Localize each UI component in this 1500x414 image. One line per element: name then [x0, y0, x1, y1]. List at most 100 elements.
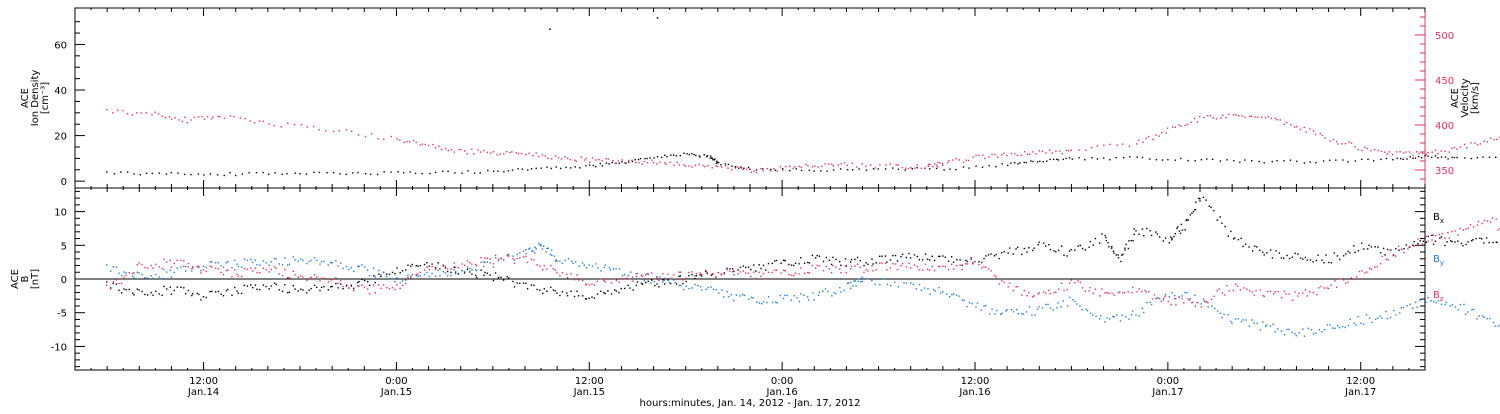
b-Bz-point [1061, 282, 1063, 284]
velocity-point [1010, 152, 1013, 155]
b-Bz-point [1221, 292, 1224, 294]
b-Bx-point [330, 286, 332, 288]
b-By-point [1028, 306, 1031, 308]
b-By-point [434, 275, 437, 277]
velocity-point [988, 156, 990, 158]
b-Bx-point [816, 254, 818, 257]
b-Bz-point [442, 264, 444, 266]
velocity-point [258, 120, 261, 122]
x-tick-time: 12:00 [1346, 376, 1375, 387]
velocity-point [715, 165, 717, 167]
b-By-point [784, 294, 786, 297]
velocity-point [217, 115, 219, 117]
b-Bz-point [471, 263, 473, 265]
b-By-point [497, 260, 500, 262]
b-Bx-point [363, 279, 366, 282]
b-By-point [1025, 311, 1028, 313]
b-By-point [335, 260, 337, 262]
b-Bz-point [463, 264, 466, 266]
b-Bx-point [632, 289, 634, 291]
ion-density-point [326, 172, 328, 174]
ion-density-point [1141, 156, 1144, 159]
b-Bz-point [900, 265, 902, 267]
velocity-point [1456, 148, 1458, 150]
velocity-point [843, 162, 846, 164]
b-Bz-point [270, 268, 272, 271]
b-Bz-point [839, 268, 841, 270]
ion-density-point [679, 154, 681, 157]
b-Bz-point [745, 272, 747, 274]
b-Bx-point [832, 256, 834, 259]
b-By-point [161, 277, 163, 280]
ion-density-point [1380, 158, 1382, 161]
b-Bx-point [1280, 257, 1283, 259]
ion-density-point [1447, 158, 1449, 160]
velocity-point [721, 166, 723, 168]
x-tick-time: 0:00 [1157, 376, 1179, 387]
velocity-point [421, 143, 423, 145]
b-Bx-point [1037, 244, 1039, 246]
b-By-point [141, 273, 143, 276]
b-By-point [484, 261, 486, 264]
ion-density-point [294, 172, 296, 174]
b-Bz-point [361, 284, 363, 286]
b-Bx-point [378, 273, 380, 275]
b-Bx-point [726, 267, 728, 270]
ion-density-point [718, 161, 720, 164]
b-Bx-point [585, 298, 588, 300]
b-Bz-point [784, 270, 786, 272]
ion-density-point [618, 162, 620, 164]
b-By-point [571, 260, 573, 262]
ion-density-point [688, 153, 690, 156]
b-Bx-point [350, 284, 352, 286]
b-Bx-point [133, 294, 135, 296]
x-tick-time: 0:00 [385, 376, 407, 387]
top-left-tick-label: 40 [54, 86, 67, 97]
b-Bx-point [901, 253, 904, 256]
velocity-point [223, 117, 226, 119]
b-Bx-point [641, 283, 644, 285]
b-By-point [721, 289, 723, 291]
velocity-point [1296, 125, 1298, 128]
b-By-point [256, 263, 258, 266]
b-Bx-point [426, 262, 428, 264]
velocity-point [924, 167, 926, 169]
ion-density-point [673, 154, 675, 156]
b-Bx-point [765, 269, 767, 271]
b-Bx-point [287, 291, 289, 294]
b-Bz-point [1274, 291, 1276, 293]
velocity-point [1038, 150, 1040, 152]
ion-density-point [229, 172, 231, 174]
b-Bz-point [720, 274, 722, 276]
velocity-point [716, 165, 719, 168]
b-Bz-point [1232, 289, 1235, 292]
b-By-point [217, 261, 220, 264]
b-Bx-point [1202, 196, 1205, 198]
b-Bz-point [863, 271, 865, 273]
velocity-point [1068, 150, 1070, 152]
velocity-point [916, 164, 918, 166]
b-By-point [1277, 328, 1279, 330]
b-Bx-point [1042, 242, 1045, 244]
velocity-point [769, 170, 771, 172]
ion-density-point [904, 169, 906, 171]
ion-density-point [621, 161, 623, 163]
b-Bz-point [136, 264, 138, 266]
b-Bx-point [1170, 236, 1172, 238]
b-Bx-point [1353, 245, 1355, 247]
b-Bz-point [1235, 283, 1237, 285]
b-Bx-point [1195, 201, 1197, 203]
b-By-point [813, 299, 815, 301]
ion-density-point [461, 172, 463, 174]
velocity-point [544, 155, 546, 157]
b-By-point [1135, 314, 1137, 316]
ion-density-point [774, 169, 777, 171]
b-Bz-point [138, 262, 140, 264]
b-By-point [549, 253, 552, 256]
bottom-ylabel-line: B [20, 275, 31, 282]
ion-density-point [615, 162, 617, 164]
b-Bz-point [494, 254, 497, 256]
b-Bz-point [599, 278, 602, 280]
b-By-point [728, 295, 730, 298]
b-Bx-point [603, 292, 605, 294]
